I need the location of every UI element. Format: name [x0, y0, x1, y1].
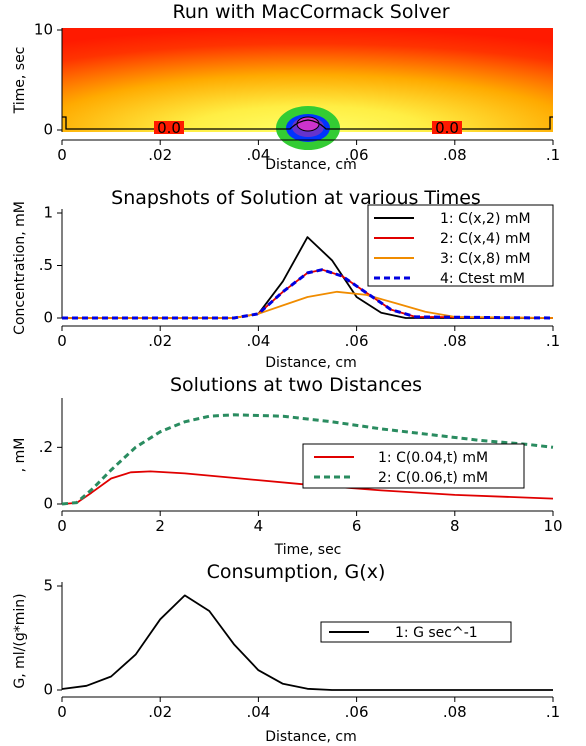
heatmap-x-ticks: 0 .02 .04 .06 .08 .1: [57, 140, 560, 164]
legend-entry: 1: C(0.04,t) mM: [378, 450, 488, 466]
x-tick-label: 0: [57, 332, 67, 350]
contour-label: 0.0: [157, 119, 181, 137]
y-tick-label: 0: [43, 681, 53, 699]
consumption-plot: 0 .02 .04 .06 .08 .1 0 5: [43, 577, 560, 722]
distances-panel: Solutions at two Distances , mM Time, se…: [12, 374, 563, 558]
y-tick-label: 1: [43, 204, 53, 222]
heatmap-title: Run with MacCormack Solver: [172, 1, 449, 23]
y-tick-label: .2: [39, 438, 53, 456]
consumption-y-label: G, ml/(g*min): [12, 593, 28, 688]
x-tick-label: 8: [450, 517, 460, 535]
y-tick-label: 0: [43, 121, 53, 139]
legend-entry: 1: C(x,2) mM: [440, 211, 531, 227]
legend-entry: 1: G sec^-1: [395, 625, 478, 641]
snapshots-plot: 0 .02 .04 .06 .08 .1 0 .5 1: [39, 204, 560, 351]
legend-entry: 2: C(x,4) mM: [440, 231, 531, 247]
consumption-title: Consumption, G(x): [207, 561, 386, 583]
series-line: [61, 413, 554, 506]
x-tick-label: 0: [57, 517, 67, 535]
contour-label: 0.0: [435, 119, 459, 137]
x-tick-label: 2: [155, 517, 165, 535]
y-tick-label: 5: [43, 577, 53, 595]
heatmap-x-label: Distance, cm: [265, 157, 356, 173]
legend-box: [320, 621, 512, 643]
legend-entry: 3: C(x,8) mM: [440, 251, 531, 267]
snapshots-x-label: Distance, cm: [265, 355, 356, 371]
x-tick-label: .1: [546, 703, 560, 721]
x-tick-label: .06: [345, 703, 369, 721]
heatmap-panel: Run with MacCormack Solver 0.0 0.0 0 .02.…: [12, 1, 560, 173]
x-tick-label: .02: [148, 703, 172, 721]
x-tick-label: 0: [57, 703, 67, 721]
y-tick-label: 0: [43, 309, 53, 327]
legend-entry: 4: Ctest mM: [440, 271, 525, 287]
series-line: [61, 470, 554, 505]
x-tick-label: .08: [443, 703, 467, 721]
x-tick-label: .1: [546, 332, 560, 350]
distances-plot: 0 2 4 6 8 10 0 .2: [39, 398, 563, 535]
x-tick-label: .02: [148, 332, 172, 350]
x-tick-label: .02: [148, 146, 172, 164]
x-tick-label: .06: [345, 332, 369, 350]
snapshots-legend: 1: C(x,2) mM 2: C(x,4) mM 3: C(x,8) mM 4…: [367, 204, 554, 287]
y-tick-label: 0: [43, 495, 53, 513]
y-tick-label: .5: [39, 256, 53, 274]
consumption-x-label: Distance, cm: [265, 729, 356, 745]
x-tick-label: .08: [443, 146, 467, 164]
heatmap-contour-line: [62, 116, 553, 130]
x-tick-label: 4: [254, 517, 264, 535]
x-tick-label: .08: [443, 332, 467, 350]
x-tick-label: .04: [246, 146, 270, 164]
distances-legend: 1: C(0.04,t) mM 2: C(0.06,t) mM: [302, 443, 525, 489]
consumption-panel: Consumption, G(x) G, ml/(g*min) Distance…: [12, 561, 560, 745]
series-line: [62, 290, 554, 319]
x-tick-label: .04: [246, 332, 270, 350]
x-tick-label: .06: [345, 146, 369, 164]
distances-y-label: , mM: [12, 438, 28, 473]
heatmap-magenta-core: [296, 116, 320, 132]
snapshots-y-label: Concentration, mM: [12, 201, 28, 335]
snapshots-panel: Snapshots of Solution at various Times C…: [12, 187, 560, 371]
snapshots-title: Snapshots of Solution at various Times: [111, 187, 481, 209]
x-tick-label: 10: [543, 517, 562, 535]
distances-x-label: Time, sec: [274, 542, 342, 558]
distances-title: Solutions at two Distances: [170, 374, 422, 396]
legend-box: [302, 443, 525, 489]
legend-entry: 2: C(0.06,t) mM: [378, 470, 488, 486]
x-tick-label: 0: [57, 146, 67, 164]
x-tick-label: .1: [546, 146, 560, 164]
x-tick-label: .04: [246, 703, 270, 721]
series-line: [62, 268, 554, 320]
consumption-legend: 1: G sec^-1: [320, 621, 512, 643]
y-tick-label: 10: [34, 21, 53, 39]
heatmap-y-ticks: 0 10: [34, 21, 62, 139]
x-tick-label: 6: [352, 517, 362, 535]
series-line: [61, 594, 553, 691]
heatmap-y-label: Time, sec: [12, 47, 28, 115]
